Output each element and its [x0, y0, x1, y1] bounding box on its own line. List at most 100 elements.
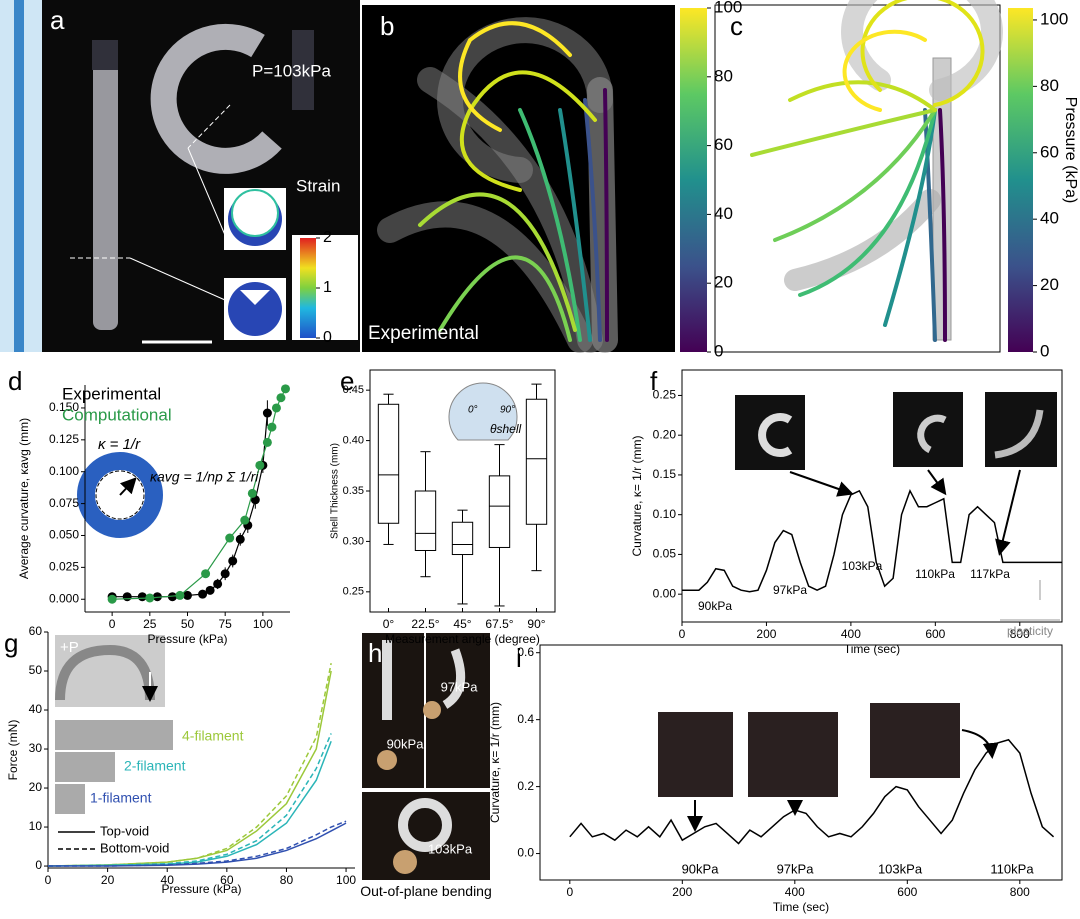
void	[240, 290, 270, 305]
arrow	[927, 469, 947, 496]
box	[377, 403, 400, 524]
inset-photo	[55, 784, 85, 814]
y-tick-label: 0.40	[343, 434, 364, 446]
x-tick-label: 80	[280, 873, 294, 887]
annotation: 90kPa	[682, 861, 720, 876]
x-tick-label: 0	[566, 885, 573, 899]
inset-label: 0°	[468, 405, 478, 416]
series-line-dashed	[47, 663, 332, 867]
point	[220, 569, 230, 579]
x-tick-label: 200	[672, 885, 692, 899]
x-tick-label: 20	[101, 873, 115, 887]
x-tick-label: 22.5°	[411, 617, 439, 631]
inset-tube	[994, 409, 1044, 459]
caption: Experimental	[368, 323, 479, 344]
colorbar-tick-label: 80	[714, 66, 733, 85]
series-line	[47, 740, 332, 867]
point	[145, 593, 155, 603]
annotation: 103kPa	[842, 559, 883, 573]
photo-weight	[377, 750, 397, 770]
x-tick-label: 45°	[453, 617, 471, 631]
point	[175, 590, 185, 600]
inset-photo	[55, 720, 173, 750]
inset-ring	[77, 452, 163, 538]
colorbar-tick-label: 60	[714, 135, 733, 154]
inset-label: 90°	[500, 405, 515, 416]
x-tick-label: 50	[181, 617, 195, 631]
colorbar-tick-label: 0	[1040, 341, 1049, 360]
inset-photo	[735, 395, 805, 470]
x-tick-label: 67.5°	[485, 617, 513, 631]
panel-letter: g	[4, 628, 18, 658]
strain-title: Strain	[296, 176, 340, 195]
series-line	[48, 822, 347, 867]
point	[228, 556, 238, 566]
colorbar-tick-label: 1	[323, 279, 332, 296]
point	[235, 534, 245, 544]
x-axis-label: Time (sec)	[773, 900, 829, 914]
y-tick-label: 50	[29, 663, 43, 677]
point	[267, 422, 277, 432]
colorbar-tick-label: 100	[714, 0, 742, 16]
colorbar-tick-label: 40	[1040, 209, 1059, 228]
panel-letter: b	[380, 11, 394, 41]
curves-c	[750, 0, 1003, 342]
y-tick-label: 0.00	[653, 586, 677, 600]
colorbar-tick-label: 0	[714, 341, 723, 360]
box	[451, 521, 474, 556]
annotation: 103kPa	[878, 861, 923, 876]
arrow	[789, 471, 854, 497]
cross-section	[228, 282, 282, 336]
y-axis-label: Force (mN)	[6, 720, 20, 781]
inset-radius	[119, 477, 137, 496]
curves-b	[377, 17, 618, 353]
y-tick-label: 0	[35, 858, 42, 872]
y-tick-label: 20	[29, 780, 43, 794]
panel-h-caption: Out-of-plane bending	[360, 883, 492, 899]
arrow	[961, 729, 999, 759]
arrow	[995, 469, 1021, 556]
y-axis-label: Curvature, κ= 1/r (mm)	[488, 702, 502, 823]
y-tick-label: 0.25	[343, 586, 364, 598]
point	[240, 515, 250, 525]
y-axis-label: Curvature, κ= 1/r (mm)	[630, 435, 644, 556]
box	[488, 475, 511, 548]
formula: κavg = 1/np Σ 1/ri	[150, 469, 259, 485]
y-tick-label: 40	[29, 702, 43, 716]
photo-strip	[14, 0, 24, 352]
annotation: 110kPa	[990, 861, 1034, 876]
series-line	[569, 738, 1055, 845]
photo-tube	[382, 640, 392, 720]
y-tick-label: 0.150	[49, 400, 79, 414]
x-tick-label: 100	[253, 617, 273, 631]
plot-frame	[681, 369, 1063, 623]
panel-letter: i	[516, 643, 522, 673]
x-tick-label: 60	[220, 873, 234, 887]
inset-label: +P	[60, 639, 79, 656]
x-tick-label: 800	[1010, 627, 1030, 641]
colorbar-tick-label: 0	[323, 329, 332, 346]
formula: κ = 1/r	[98, 436, 141, 453]
leader	[187, 104, 231, 149]
inset-shell	[448, 382, 518, 441]
point	[107, 594, 117, 604]
legend-label: 2-filament	[124, 758, 186, 774]
legend-label: 4-filament	[182, 728, 244, 744]
panel-letter: d	[8, 366, 22, 396]
series-line	[682, 488, 1062, 593]
panel-letter: c	[730, 11, 743, 41]
colorbar-tick-label: 40	[714, 204, 733, 223]
series-line	[47, 670, 332, 867]
y-axis-label: Average curvature, κavg (mm)	[17, 418, 31, 579]
pressure-label: P=103kPa	[252, 61, 331, 80]
y-tick-label: 0.100	[49, 464, 79, 478]
y-tick-label: 0.25	[653, 388, 677, 402]
x-tick-label: 90°	[527, 617, 545, 631]
point	[225, 533, 235, 543]
colorbar	[300, 238, 316, 338]
y-tick-label: 0.6	[517, 645, 534, 659]
colorbar	[680, 8, 707, 352]
x-tick-label: 600	[897, 885, 917, 899]
point	[262, 408, 272, 418]
